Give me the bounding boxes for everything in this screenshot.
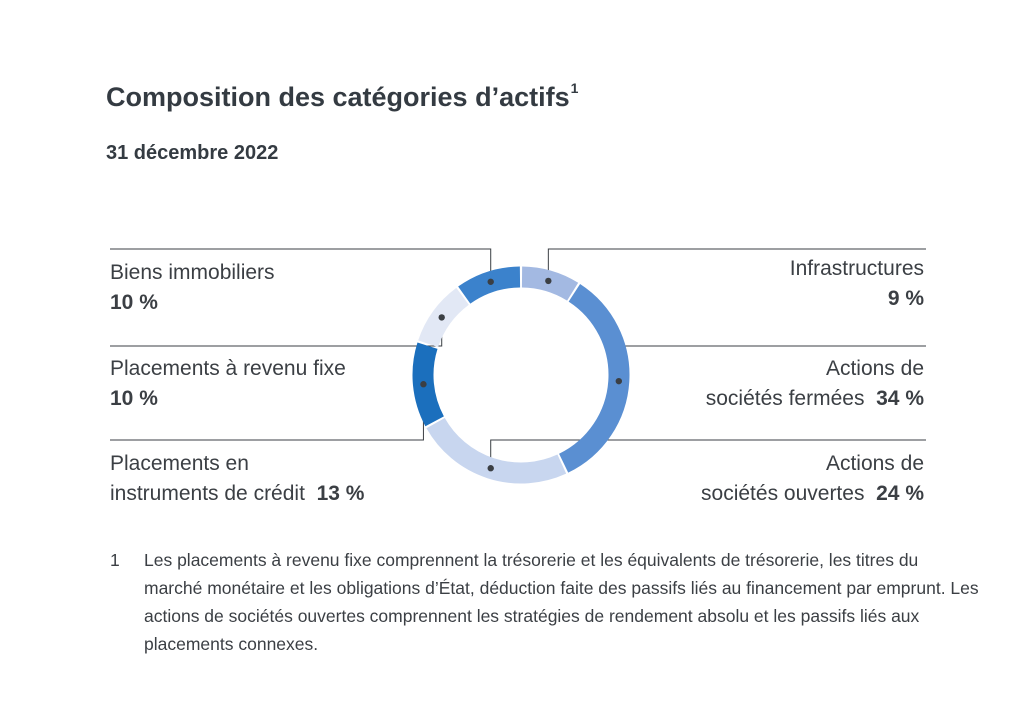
label-revenu-fixe-name: Placements à revenu fixe xyxy=(110,357,346,380)
chart-subtitle: 31 décembre 2022 xyxy=(106,142,279,164)
label-actions-fermees-line2: sociétés fermées xyxy=(705,387,865,410)
slice-1 xyxy=(558,284,630,473)
leader-dots xyxy=(420,277,623,472)
label-actions-ouvertes-line1: Actions de xyxy=(825,452,924,475)
label-instruments-credit-value: 13 % xyxy=(316,482,365,505)
leader-dot-2 xyxy=(487,465,494,472)
label-actions-ouvertes-value: 24 % xyxy=(876,482,924,505)
leader-dot-0 xyxy=(545,277,552,285)
label-infrastructures-value: 9 % xyxy=(887,287,924,310)
label-infrastructures-name: Infrastructures xyxy=(789,257,924,280)
label-biens-immobiliers: Biens immobiliers 10 % xyxy=(110,258,275,318)
leader-dot-5 xyxy=(487,278,494,285)
chart-title: Composition des catégories d’actifs1 xyxy=(106,80,578,113)
label-actions-fermees-value: 34 % xyxy=(876,387,924,410)
leader-dot-3 xyxy=(420,381,427,388)
label-actions-fermees: Actions de sociétés fermées 34 % xyxy=(706,354,924,414)
leader-dot-1 xyxy=(615,377,623,385)
leader-line-4 xyxy=(110,317,443,347)
label-instruments-credit-line1: Placements en xyxy=(110,452,249,475)
chart-title-text: Composition des catégories d’actifs xyxy=(106,82,570,112)
label-biens-immobiliers-name: Biens immobiliers xyxy=(110,261,275,284)
footnote-text: Les placements à revenu fixe comprennent… xyxy=(144,550,979,654)
footnote-marker: 1 xyxy=(570,80,579,96)
label-revenu-fixe-value: 10 % xyxy=(110,387,158,410)
footnote-number: 1 xyxy=(110,550,120,570)
leader-dot-4 xyxy=(438,314,445,321)
label-actions-ouvertes-line2: sociétés ouvertes xyxy=(701,482,865,505)
label-biens-immobiliers-value: 10 % xyxy=(110,291,158,314)
slice-4 xyxy=(418,287,470,348)
slice-2 xyxy=(426,417,567,484)
label-instruments-credit-line2: instruments de crédit xyxy=(110,482,305,505)
donut-slices xyxy=(412,266,630,484)
label-infrastructures: Infrastructures 9 % xyxy=(790,254,924,314)
label-instruments-credit: Placements en instruments de crédit 13 % xyxy=(110,449,364,509)
label-revenu-fixe: Placements à revenu fixe 10 % xyxy=(110,354,346,414)
label-actions-fermees-line1: Actions de xyxy=(825,357,924,380)
label-actions-ouvertes: Actions de sociétés ouvertes 24 % xyxy=(701,449,924,509)
